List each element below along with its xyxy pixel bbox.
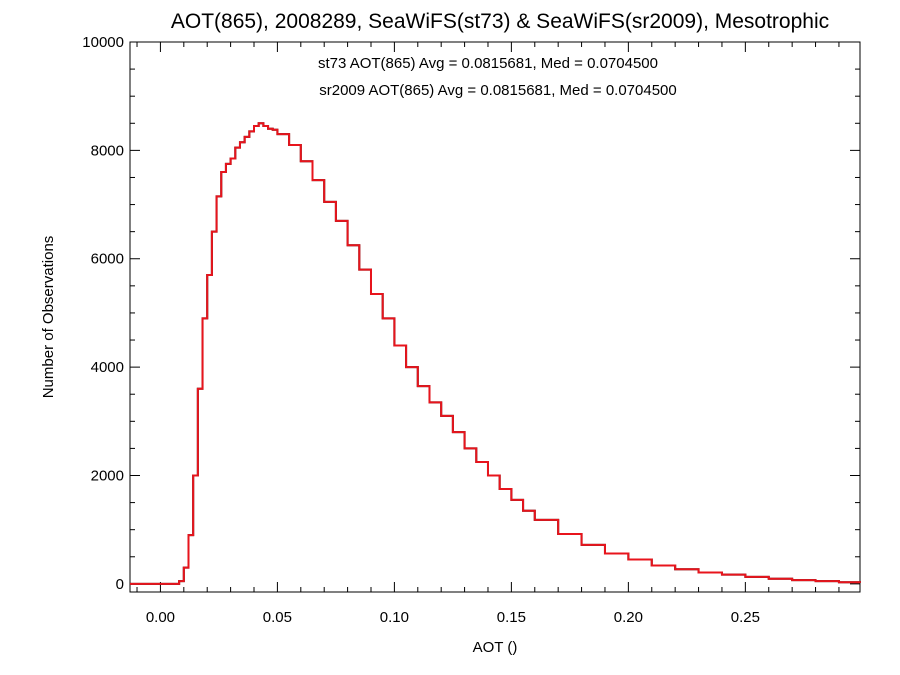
x-axis-label: AOT () (473, 639, 518, 656)
y-tick-label: 2000 (91, 467, 124, 484)
series-line-sr2009 (130, 122, 861, 585)
y-tick-label: 10000 (82, 34, 124, 51)
y-tick-label: 4000 (91, 359, 124, 376)
legend-sr2009-stats: sr2009 AOT(865) Avg = 0.0815681, Med = 0… (319, 82, 677, 99)
x-tick-label: 0.25 (731, 609, 760, 626)
x-tick-label: 0.20 (614, 609, 643, 626)
y-tick-label: 6000 (91, 251, 124, 268)
legend-st73-stats: st73 AOT(865) Avg = 0.0815681, Med = 0.0… (318, 55, 658, 72)
x-tick-label: 0.15 (497, 609, 526, 626)
y-tick-label: 0 (116, 576, 124, 593)
y-axis-label: Number of Observations (40, 236, 57, 399)
x-tick-label: 0.10 (380, 609, 409, 626)
series-layer (130, 122, 861, 585)
plot-frame (129, 41, 861, 593)
chart-title: AOT(865), 2008289, SeaWiFS(st73) & SeaWi… (171, 10, 829, 33)
x-tick-label: 0.00 (146, 609, 175, 626)
x-axis: 0.00 0.05 0.10 0.15 0.20 0.25 (136, 42, 840, 626)
series-line-st73 (130, 122, 861, 585)
x-tick-label: 0.05 (263, 609, 292, 626)
y-axis: 0 2000 4000 6000 8000 10000 (82, 34, 860, 593)
y-tick-label: 8000 (91, 142, 124, 159)
